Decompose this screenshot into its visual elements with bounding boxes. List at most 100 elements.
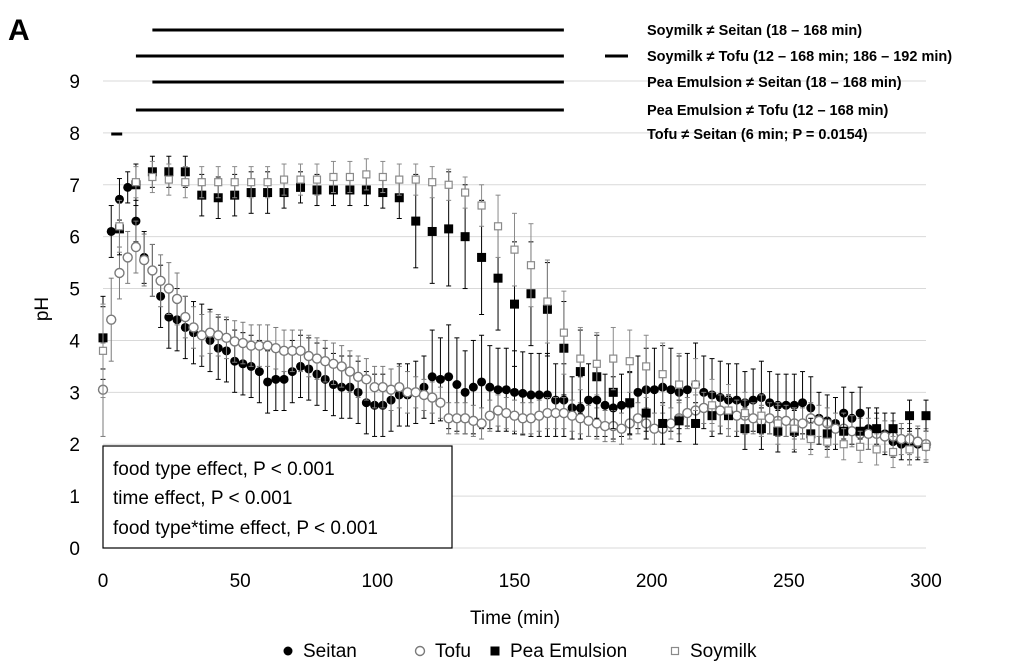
data-point: [171, 293, 183, 305]
data-point: [130, 241, 142, 253]
data-point: [395, 175, 404, 184]
y-tick-label: 9: [69, 72, 80, 93]
stats-line: food type*time effect, P < 0.001: [113, 518, 378, 539]
data-point: [493, 273, 503, 283]
data-point: [485, 382, 495, 392]
legend: Seitan Tofu Pea Emulsion Soymilk: [283, 641, 757, 662]
stats-line: food type effect, P < 0.001: [113, 459, 335, 480]
data-point: [428, 178, 437, 187]
data-point: [534, 390, 544, 400]
data-point: [888, 447, 898, 457]
data-point: [674, 416, 684, 426]
data-point: [114, 267, 125, 279]
data-point: [806, 434, 815, 444]
data-point: [773, 419, 782, 428]
series-soymilk: [98, 158, 931, 469]
significance-label: Soymilk ≠ Seitan (18 – 168 min): [647, 23, 862, 39]
data-point: [435, 397, 446, 408]
data-point: [691, 418, 701, 428]
data-point: [477, 377, 487, 387]
data-point: [592, 359, 601, 368]
x-tick-label: 250: [773, 571, 805, 592]
panel-label: A: [8, 14, 30, 47]
data-point: [493, 222, 503, 231]
data-point: [632, 413, 644, 424]
x-tick-label: 100: [361, 571, 393, 592]
significance-label: Pea Emulsion ≠ Tofu (12 – 168 min): [647, 103, 889, 119]
data-point: [181, 178, 190, 187]
x-tick-label: 50: [230, 571, 251, 592]
data-point: [427, 392, 438, 403]
data-point: [279, 175, 289, 184]
data-point: [905, 445, 914, 454]
y-tick-label: 8: [69, 124, 80, 145]
data-point: [221, 332, 232, 344]
x-tick-label: 150: [499, 571, 531, 592]
data-point: [691, 380, 700, 389]
data-point: [526, 261, 536, 270]
data-point: [329, 172, 338, 182]
data-point: [921, 411, 931, 421]
data-point: [609, 354, 618, 363]
legend-marker: [490, 646, 500, 656]
y-tick-label: 3: [69, 383, 80, 404]
data-point: [247, 178, 256, 187]
y-axis-title: pH: [32, 297, 53, 321]
data-point: [649, 385, 659, 395]
legend-marker: [283, 646, 293, 656]
data-point: [658, 370, 667, 379]
data-point: [435, 374, 445, 384]
data-point: [674, 380, 684, 389]
y-tick-label: 5: [69, 280, 80, 301]
data-point: [271, 374, 281, 384]
data-point: [641, 408, 651, 418]
stats-box-frame: [102, 445, 453, 549]
data-point: [576, 354, 585, 363]
data-point: [214, 178, 223, 187]
data-point: [279, 374, 289, 384]
data-point: [229, 336, 240, 347]
data-point: [460, 232, 470, 242]
legend-label: Soymilk: [690, 641, 757, 662]
data-point: [444, 224, 454, 234]
y-tick-label: 4: [69, 331, 80, 352]
significance-bars: Soymilk ≠ Seitan (18 – 168 min) Soymilk ≠…: [111, 23, 952, 143]
y-tick-label: 0: [69, 539, 80, 560]
data-point: [427, 226, 437, 236]
data-point: [477, 201, 486, 210]
data-point: [823, 437, 832, 446]
data-point: [921, 442, 931, 451]
data-point: [444, 372, 454, 382]
y-tick-label: 7: [69, 176, 80, 197]
legend-marker: [670, 646, 680, 656]
data-point: [394, 381, 405, 393]
stats-line: time effect, P < 0.001: [113, 488, 292, 509]
data-point: [633, 387, 643, 397]
data-point: [344, 366, 356, 377]
data-point: [625, 357, 634, 366]
data-point: [510, 299, 519, 309]
stats-box: food type effect, P < 0.001 time effect, …: [102, 445, 453, 549]
data-point: [493, 385, 503, 395]
significance-label: Soymilk ≠ Tofu (12 – 168 min; 186 – 192 …: [647, 49, 952, 65]
data-point: [658, 418, 668, 428]
data-point: [477, 252, 487, 262]
data-point: [559, 328, 568, 337]
legend-label: Pea Emulsion: [510, 641, 627, 662]
data-point: [361, 374, 372, 385]
data-point: [296, 175, 305, 184]
x-tick-label: 300: [910, 571, 942, 592]
x-axis-title: Time (min): [470, 608, 560, 629]
data-point: [411, 175, 420, 184]
data-point: [131, 178, 141, 187]
data-point: [312, 175, 322, 184]
data-point: [608, 387, 618, 397]
data-point: [411, 216, 421, 226]
data-point: [872, 424, 882, 434]
data-point: [707, 401, 717, 410]
legend-marker: [414, 645, 426, 657]
data-point: [115, 222, 124, 231]
data-point: [666, 385, 676, 395]
data-point: [106, 314, 117, 325]
